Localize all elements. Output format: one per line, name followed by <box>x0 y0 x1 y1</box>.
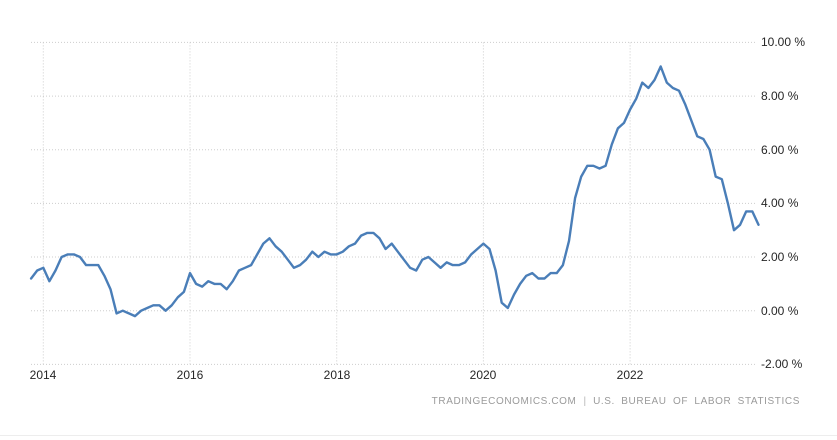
y-axis-tick-label: 0.00 % <box>761 304 799 318</box>
x-axis-tick-label: 2020 <box>469 368 497 382</box>
inflation-rate-line[interactable] <box>29 65 760 318</box>
attribution-separator: | <box>583 396 587 407</box>
y-axis-tick-label: 2.00 % <box>761 250 799 264</box>
x-axis-tick-label: 2016 <box>176 368 204 382</box>
y-axis-tick-label: 8.00 % <box>761 89 799 103</box>
y-axis-tick-label: 4.00 % <box>761 196 799 210</box>
tradingeconomics-link[interactable]: TRADINGECONOMICS.COM <box>431 396 577 407</box>
y-axis-tick-label: 6.00 % <box>761 143 799 157</box>
bls-source-link[interactable]: U.S. BUREAU OF LABOR STATISTICS <box>593 396 800 407</box>
page-divider <box>0 435 837 436</box>
y-axis-tick-label: -2.00 % <box>761 357 803 371</box>
x-axis-tick-label: 2018 <box>323 368 351 382</box>
x-axis-tick-label: 2014 <box>29 368 57 382</box>
x-axis-tick-label: 2022 <box>616 368 644 382</box>
attribution: TRADINGECONOMICS.COM | U.S. BUREAU OF LABO… <box>432 396 800 407</box>
y-axis-tick-label: 10.00 % <box>761 35 806 49</box>
